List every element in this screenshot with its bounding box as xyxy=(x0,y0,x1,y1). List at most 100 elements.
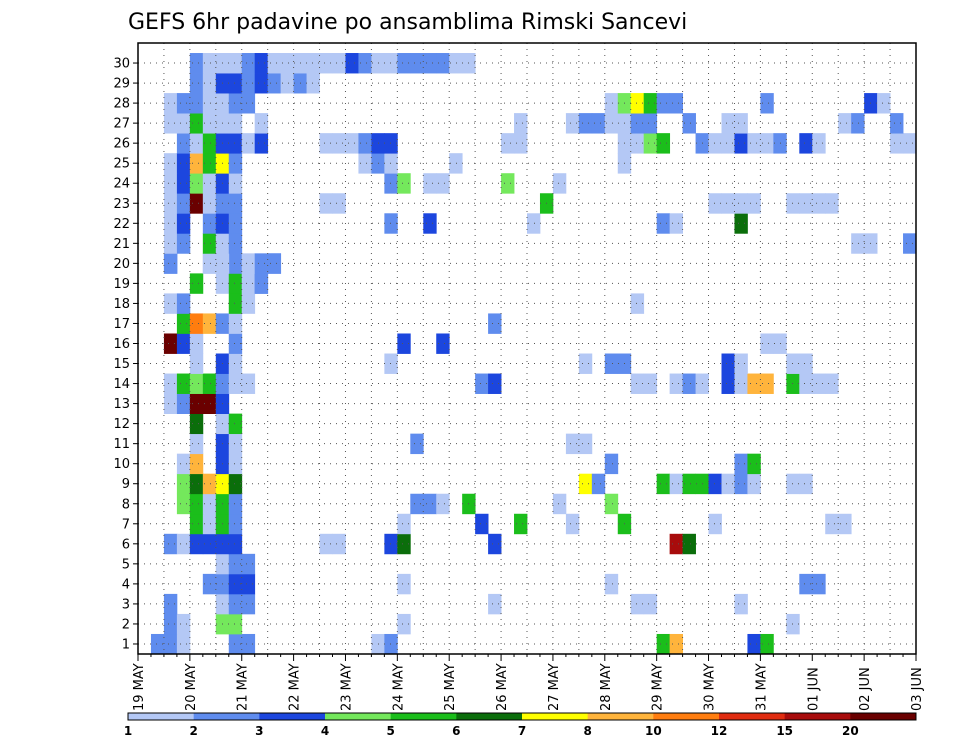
x-tick-label: 21 MAY xyxy=(236,663,251,711)
y-tick-label: 17 xyxy=(113,317,130,332)
heatmap-cell xyxy=(527,213,541,234)
heatmap-cell xyxy=(163,193,178,214)
heatmap-cell xyxy=(578,473,593,495)
legend-label: 8 xyxy=(583,724,591,738)
x-tick-label: 20 MAY xyxy=(184,663,199,711)
heatmap-cell xyxy=(812,573,826,595)
heatmap-cell xyxy=(228,573,243,595)
heatmap-cell xyxy=(163,153,178,174)
y-tick-label: 22 xyxy=(113,217,130,232)
heatmap-cell xyxy=(656,473,671,495)
heatmap-cell xyxy=(384,353,398,374)
heatmap-cell xyxy=(708,473,722,495)
x-tick-label: 22 MAY xyxy=(288,663,303,711)
heatmap-cell xyxy=(228,633,243,655)
heatmap-cell xyxy=(176,213,191,234)
heatmap-cell xyxy=(721,113,735,134)
heatmap-cell xyxy=(747,373,761,394)
y-tick-label: 2 xyxy=(122,617,130,632)
heatmap-cell xyxy=(734,453,748,475)
heatmap-cell xyxy=(202,193,217,214)
x-tick-label: 29 MAY xyxy=(651,663,666,711)
heatmap-cell xyxy=(306,53,320,74)
heatmap-cell xyxy=(189,393,204,414)
heatmap-cell xyxy=(449,53,463,74)
heatmap-cell xyxy=(734,353,748,374)
heatmap-cell xyxy=(851,233,865,254)
heatmap-cell xyxy=(812,193,826,214)
heatmap-cell xyxy=(630,593,645,615)
heatmap-cell xyxy=(669,93,683,114)
heatmap-cell xyxy=(189,493,204,515)
heatmap-cell xyxy=(877,93,891,114)
heatmap-cell xyxy=(228,493,243,515)
y-tick-label: 29 xyxy=(113,77,130,92)
heatmap-cell xyxy=(176,233,191,254)
heatmap-cell xyxy=(319,53,333,74)
heatmap-cell xyxy=(397,53,411,74)
heatmap-cell xyxy=(851,113,865,134)
legend-frame xyxy=(127,712,917,721)
heatmap-cell xyxy=(734,213,748,234)
heatmap-cell xyxy=(163,593,178,615)
heatmap-cell xyxy=(228,513,243,535)
heatmap-cell xyxy=(163,113,178,134)
heatmap-cell xyxy=(202,393,217,414)
heatmap-cell xyxy=(176,173,191,194)
heatmap-cell xyxy=(630,293,645,314)
y-tick-label: 1 xyxy=(122,637,130,652)
heatmap-cell xyxy=(436,173,450,194)
heatmap-cell xyxy=(786,353,800,374)
heatmap-cell xyxy=(384,533,398,555)
heatmap-cell xyxy=(202,53,217,74)
heatmap-cell xyxy=(163,333,178,354)
y-tick-label: 10 xyxy=(113,457,130,472)
heatmap-cell xyxy=(643,93,658,114)
heatmap-cell xyxy=(604,573,619,595)
heatmap-cell xyxy=(202,213,217,234)
y-tick-label: 24 xyxy=(113,177,130,192)
heatmap-cell xyxy=(241,573,256,595)
heatmap-cell xyxy=(734,593,748,615)
heatmap-cell xyxy=(189,93,204,114)
heatmap-cell xyxy=(604,453,619,475)
heatmap-cell xyxy=(241,553,256,575)
heatmap-cell xyxy=(163,253,178,274)
heatmap-cell xyxy=(514,133,528,154)
heatmap-cell xyxy=(241,73,256,94)
heatmap-cell xyxy=(423,173,437,194)
heatmap-cell xyxy=(176,473,191,495)
heatmap-cell xyxy=(397,513,411,535)
heatmap-cell xyxy=(189,193,204,214)
legend-swatch xyxy=(653,713,720,720)
heatmap-cell xyxy=(838,113,852,134)
heatmap-cell xyxy=(397,613,411,635)
legend-label: 15 xyxy=(776,724,793,738)
heatmap-cell xyxy=(552,173,567,194)
heatmap-cell xyxy=(241,53,256,74)
legend-label: 2 xyxy=(189,724,197,738)
heatmap-cell xyxy=(410,433,424,455)
heatmap-cell xyxy=(189,173,204,194)
heatmap-cell xyxy=(630,113,645,134)
heatmap-cell xyxy=(163,533,178,555)
heatmap-cell xyxy=(436,333,450,354)
heatmap-cell xyxy=(358,153,372,174)
heatmap-cell xyxy=(189,413,204,435)
heatmap-cell xyxy=(228,133,243,154)
heatmap-cell xyxy=(747,453,761,475)
heatmap-cell xyxy=(345,53,359,74)
heatmap-cell xyxy=(228,73,243,94)
heatmap-cell xyxy=(514,113,528,134)
heatmap-cell xyxy=(202,313,217,334)
x-tick-label: 30 MAY xyxy=(703,663,718,711)
heatmap-cell xyxy=(319,533,333,555)
heatmap-cell xyxy=(254,133,269,154)
heatmap-cell xyxy=(241,273,256,294)
y-tick-label: 30 xyxy=(113,57,130,72)
heatmap-cell xyxy=(332,193,346,214)
heatmap-cell xyxy=(656,93,671,114)
heatmap-cell xyxy=(721,193,735,214)
legend-swatch xyxy=(719,713,786,720)
heatmap-cell xyxy=(734,373,748,394)
